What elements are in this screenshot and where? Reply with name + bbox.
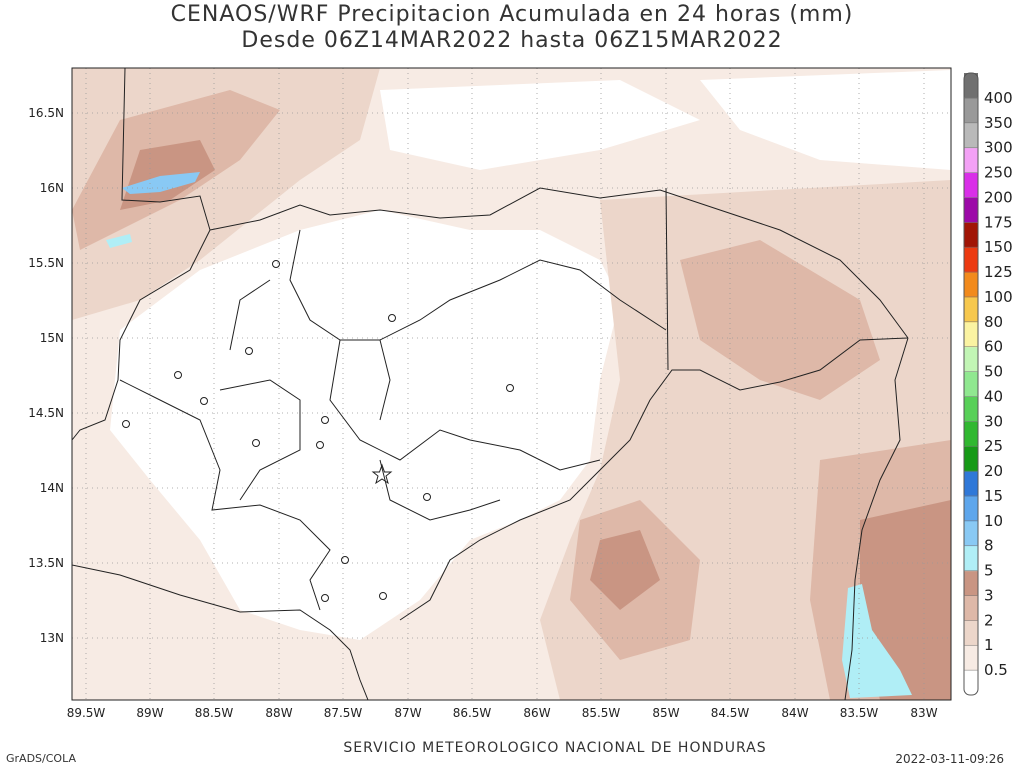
lat-label: 13.5N bbox=[28, 556, 64, 570]
colorbar-swatch bbox=[964, 545, 978, 572]
colorbar-label: 20 bbox=[984, 462, 1003, 480]
colorbar-swatch bbox=[964, 73, 978, 99]
colorbar-swatch bbox=[964, 197, 978, 223]
lat-label: 13N bbox=[40, 631, 64, 645]
colorbar-label: 30 bbox=[984, 412, 1003, 430]
colorbar-label: 10 bbox=[984, 512, 1003, 530]
colorbar-label: 150 bbox=[984, 238, 1013, 256]
lon-label: 86.5W bbox=[453, 706, 492, 720]
lon-label: 89W bbox=[136, 706, 163, 720]
lon-label: 88W bbox=[265, 706, 292, 720]
colorbar-swatch bbox=[964, 147, 978, 174]
lat-label: 15N bbox=[40, 331, 64, 345]
lon-label: 85.5W bbox=[582, 706, 621, 720]
colorbar-label: 80 bbox=[984, 313, 1003, 331]
colorbar-label: 8 bbox=[984, 537, 994, 555]
colorbar-legend: 0.5 1 2 3 5 8 10 15 20 25 30 40 50 60 80 100 125 150 175 20… bbox=[963, 72, 1013, 696]
colorbar-swatch bbox=[964, 296, 978, 323]
lon-label: 84W bbox=[781, 706, 808, 720]
colorbar-swatch bbox=[964, 446, 978, 472]
colorbar-swatch bbox=[964, 396, 978, 422]
colorbar-label: 100 bbox=[984, 288, 1013, 306]
colorbar-label: 350 bbox=[984, 114, 1013, 132]
lon-label: 87W bbox=[394, 706, 421, 720]
colorbar-label: 200 bbox=[984, 188, 1013, 206]
lon-label: 89.5W bbox=[67, 706, 106, 720]
colorbar-swatch bbox=[964, 247, 978, 273]
colorbar-label: 300 bbox=[984, 139, 1013, 157]
colorbar-label: 15 bbox=[984, 487, 1003, 505]
lat-label: 14N bbox=[40, 481, 64, 495]
colorbar-label: 25 bbox=[984, 437, 1003, 455]
lat-label: 14.5N bbox=[28, 406, 64, 420]
precip-shading bbox=[72, 68, 951, 700]
colorbar-label: 3 bbox=[984, 586, 994, 604]
city-markers bbox=[122, 260, 514, 602]
colorbar-swatch bbox=[964, 670, 978, 696]
colorbar-swatch bbox=[964, 122, 978, 149]
software-credit: GrADS/COLA bbox=[6, 752, 76, 765]
colorbar-swatch bbox=[964, 97, 978, 124]
plot-frame bbox=[71, 67, 952, 701]
latitude-labels: 16.5N 16N 15.5N 15N 14.5N 14N 13.5N 13N bbox=[28, 106, 64, 645]
colorbar-label: 175 bbox=[984, 213, 1013, 231]
colorbar-label: 0.5 bbox=[984, 661, 1008, 679]
lat-label: 15.5N bbox=[28, 256, 64, 270]
colorbar-swatch bbox=[964, 645, 978, 671]
colorbar-label: 1 bbox=[984, 636, 994, 654]
colorbar-swatch bbox=[964, 595, 978, 621]
colorbar-label: 125 bbox=[984, 263, 1013, 281]
colorbar-label: 250 bbox=[984, 164, 1013, 182]
longitude-labels: 89.5W 89W 88.5W 88W 87.5W 87W 86.5W 86W … bbox=[67, 706, 938, 720]
lon-label: 87.5W bbox=[324, 706, 363, 720]
colorbar-swatch bbox=[964, 421, 978, 447]
colorbar-outline bbox=[963, 72, 979, 696]
lon-label: 86W bbox=[523, 706, 550, 720]
lat-label: 16.5N bbox=[28, 106, 64, 120]
colorbar-swatch bbox=[964, 172, 978, 198]
colorbar-swatch bbox=[964, 471, 978, 497]
colorbar-label: 400 bbox=[984, 89, 1013, 107]
capital-star-icon bbox=[371, 463, 393, 485]
lat-label: 16N bbox=[40, 181, 64, 195]
colorbar-swatch bbox=[964, 222, 978, 248]
colorbar-swatch bbox=[964, 570, 978, 596]
lon-label: 88.5W bbox=[195, 706, 234, 720]
agency-name: SERVICIO METEOROLOGICO NACIONAL DE HONDU… bbox=[343, 740, 767, 756]
lon-label: 85W bbox=[652, 706, 679, 720]
colorbar-swatch bbox=[964, 346, 978, 373]
lon-label: 84.5W bbox=[711, 706, 750, 720]
timestamp: 2022-03-11-09:26 bbox=[895, 752, 1004, 766]
colorbar-swatch bbox=[964, 495, 978, 522]
colorbar-label: 60 bbox=[984, 338, 1003, 356]
lon-label: 83W bbox=[910, 706, 937, 720]
borders bbox=[72, 68, 909, 700]
colorbar-swatch bbox=[964, 371, 978, 397]
colorbar-swatch bbox=[964, 272, 978, 298]
colorbar-label: 5 bbox=[984, 562, 994, 580]
map-title: CENAOS/WRF Precipitacion Acumulada en 24… bbox=[170, 2, 854, 27]
colorbar-swatch bbox=[964, 620, 978, 646]
colorbar-swatch bbox=[964, 520, 978, 547]
colorbar-label: 2 bbox=[984, 611, 994, 629]
colorbar-label: 50 bbox=[984, 363, 1003, 381]
colorbar-label: 40 bbox=[984, 387, 1003, 405]
lon-label: 83.5W bbox=[840, 706, 879, 720]
colorbar-swatch bbox=[964, 321, 978, 348]
graticule bbox=[72, 68, 951, 700]
map-subtitle: Desde 06Z14MAR2022 hasta 06Z15MAR2022 bbox=[241, 28, 783, 53]
